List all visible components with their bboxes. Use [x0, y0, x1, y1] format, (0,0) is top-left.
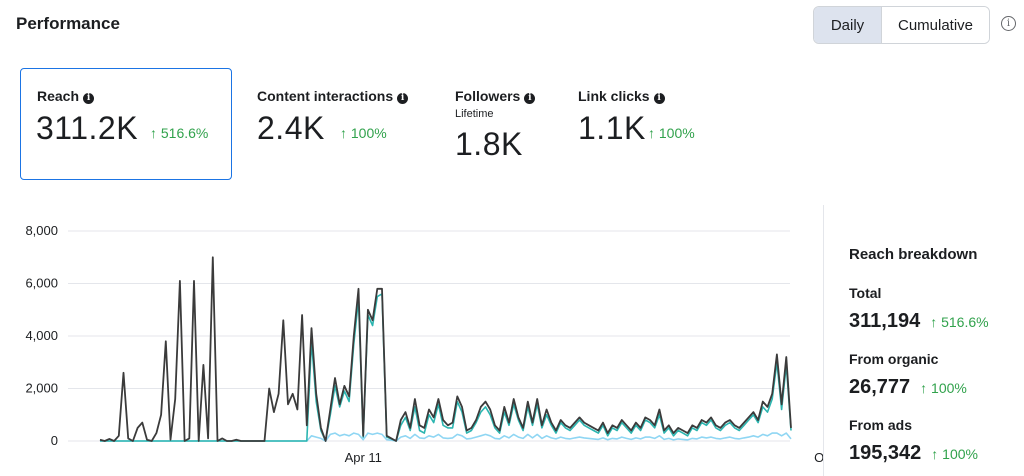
breakdown-label-total: Total [849, 285, 882, 301]
metric-sublabel: Lifetime [455, 108, 494, 120]
metric-value: 311.2K [36, 110, 139, 146]
y-tick-label: 6,000 [25, 276, 58, 291]
metric-change: ↑ 100% [340, 125, 387, 141]
metric-value: 2.4K [257, 110, 325, 146]
info-circle-icon[interactable]: i [1001, 16, 1016, 31]
reach-line-chart: 0 2,000 4,000 6,000 8,000 Apr 11 Oct 28 [25, 223, 824, 465]
breakdown-title: Reach breakdown [849, 246, 978, 263]
page-title: Performance [16, 14, 120, 33]
metric-label: Followers i [455, 88, 536, 104]
breakdown-value-total: 311,194 ↑ 516.6% [849, 310, 989, 332]
x-tick-label: Apr 11 [345, 450, 382, 465]
metric-card-followers[interactable]: Followers i Lifetime 1.8K [440, 68, 560, 180]
y-tick-label: 8,000 [25, 223, 58, 238]
breakdown-label-ads: From ads [849, 417, 913, 433]
metric-label: Content interactions i [257, 88, 409, 104]
series-line-organic [100, 432, 792, 442]
daily-toggle-button[interactable]: Daily [814, 7, 881, 43]
y-tick-label: 0 [51, 433, 58, 448]
view-toggle: Daily Cumulative [813, 6, 991, 44]
breakdown-change: ↑ 100% [931, 446, 978, 462]
breakdown-change: ↑ 516.6% [930, 314, 989, 330]
metric-label: Reach i [37, 88, 95, 104]
y-tick-label: 2,000 [25, 381, 58, 396]
breakdown-value-organic: 26,777 ↑ 100% [849, 376, 967, 398]
metric-value: 1.8K [455, 126, 523, 162]
info-icon: i [653, 93, 665, 104]
series-line-total [99, 256, 792, 442]
metric-value: 1.1K [578, 110, 646, 146]
metric-label: Link clicks i [578, 88, 665, 104]
panel-divider [823, 205, 824, 476]
metric-card-link-clicks[interactable]: Link clicks i 1.1K ↑ 100% [562, 68, 742, 180]
breakdown-value-ads: 195,342 ↑ 100% [849, 442, 978, 464]
cumulative-toggle-button[interactable]: Cumulative [881, 7, 990, 43]
breakdown-change: ↑ 100% [920, 380, 967, 396]
y-tick-label: 4,000 [25, 328, 58, 343]
metric-change: ↑ 100% [648, 125, 695, 141]
x-tick-label: Oct 28 [814, 450, 824, 465]
info-icon: i [83, 93, 95, 104]
info-icon: i [524, 93, 536, 104]
breakdown-label-organic: From organic [849, 351, 939, 367]
metric-card-content-interactions[interactable]: Content interactions i 2.4K ↑ 100% [238, 68, 438, 180]
info-icon: i [397, 93, 409, 104]
metric-card-reach[interactable]: Reach i 311.2K ↑ 516.6% [20, 68, 232, 180]
metric-change: ↑ 516.6% [150, 125, 209, 141]
series-line-ads [100, 293, 792, 442]
